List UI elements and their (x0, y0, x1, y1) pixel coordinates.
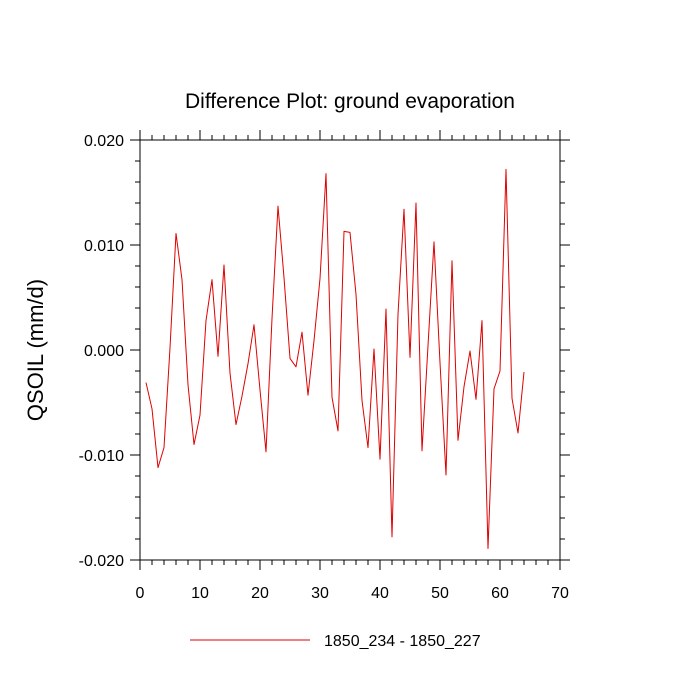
y-tick-label: -0.010 (79, 448, 124, 465)
y-tick-label: 0.010 (84, 238, 124, 255)
chart-title: Difference Plot: ground evaporation (185, 90, 515, 113)
y-tick-label: -0.020 (79, 553, 124, 570)
x-tick-label: 60 (491, 585, 509, 602)
series-group (145, 168, 525, 549)
x-tick-label: 30 (311, 585, 329, 602)
y-tick-label: 0.000 (84, 343, 124, 360)
y-tick-label: 0.020 (84, 133, 124, 150)
legend: 1850_234 - 1850_227 (190, 633, 481, 650)
axes: 0 10 20 30 40 50 60 70 -0.020 -0.010 0.000 0.010 0.0… (79, 130, 570, 602)
x-tick-label: 0 (136, 585, 145, 602)
x-tick-label: 20 (251, 585, 269, 602)
legend-label: 1850_234 - 1850_227 (324, 633, 481, 650)
x-tick-label: 40 (371, 585, 389, 602)
x-tick-label: 70 (551, 585, 569, 602)
y-axis-label: QSOIL (mm/d) (23, 279, 48, 421)
x-tick-label: 10 (191, 585, 209, 602)
series-line (145, 168, 525, 549)
plot-frame (139, 139, 561, 561)
x-tick-label: 50 (431, 585, 449, 602)
